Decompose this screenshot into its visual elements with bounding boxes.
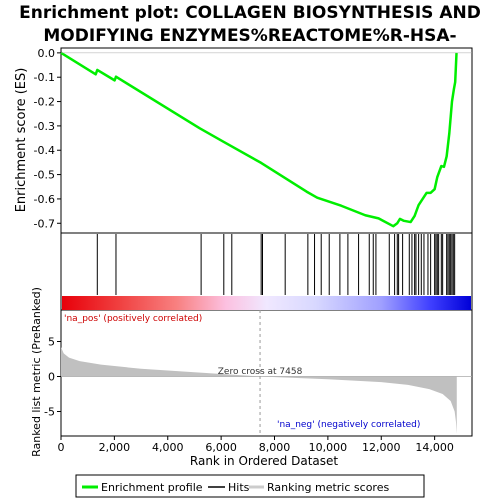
x-tick-label: 4,000	[152, 441, 184, 454]
legend-es-label: Enrichment profile	[101, 481, 203, 494]
zero-cross-label: Zero cross at 7458	[218, 367, 303, 377]
rank-y-axis-label: Ranked list metric (PreRanked)	[30, 287, 43, 457]
x-tick-label: 14,000	[415, 441, 454, 454]
x-tick-label: 0	[58, 441, 65, 454]
rank-y-tick-label: 0	[48, 371, 55, 384]
es-y-tick-label: -0.3	[34, 120, 55, 133]
es-y-axis-label: Enrichment score (ES)	[14, 68, 29, 213]
es-y-tick-label: -0.4	[34, 144, 55, 157]
x-tick-label: 6,000	[205, 441, 237, 454]
legend: Enrichment profile Hits Ranking metric s…	[75, 474, 425, 498]
pos-label: 'na_pos' (positively correlated)	[64, 314, 202, 324]
rank-y-tick-label: -5	[44, 406, 55, 419]
es-panel	[60, 47, 473, 234]
x-tick-label: 10,000	[309, 441, 348, 454]
legend-metric-label: Ranking metric scores	[267, 481, 389, 494]
rank-color-bar	[62, 296, 471, 310]
es-y-tick-label: -0.2	[34, 96, 55, 109]
x-tick-label: 12,000	[362, 441, 401, 454]
title-line-1: Enrichment plot: COLLAGEN BIOSYNTHESIS A…	[19, 3, 481, 23]
es-y-tick-label: -0.7	[34, 217, 55, 230]
es-y-tick-label: -0.1	[34, 71, 55, 84]
x-tick-label: 2,000	[99, 441, 131, 454]
neg-label: 'na_neg' (negatively correlated)	[277, 420, 420, 430]
es-y-tick-label: -0.5	[34, 169, 55, 182]
es-y-tick-label: -0.6	[34, 193, 55, 206]
es-y-tick-label: 0.0	[38, 47, 56, 60]
legend-hits-label: Hits	[228, 481, 250, 494]
x-axis-label: Rank in Ordered Dataset	[190, 454, 338, 468]
enrichment-profile-line	[60, 51, 458, 228]
rank-y-tick-label: 5	[48, 336, 55, 349]
x-tick-label: 8,000	[259, 441, 291, 454]
